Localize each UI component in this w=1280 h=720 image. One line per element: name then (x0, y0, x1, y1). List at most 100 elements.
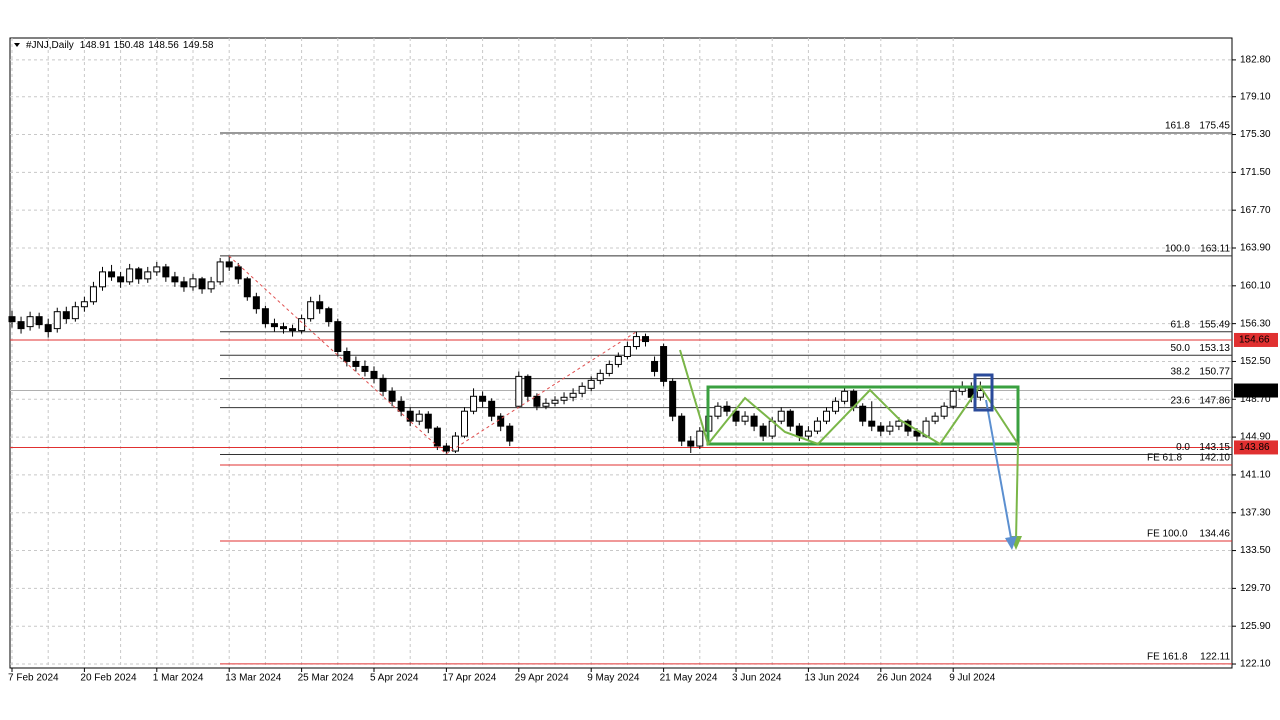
candle-body (243, 278, 251, 298)
candle-body (723, 405, 731, 412)
candle-body (189, 278, 197, 288)
candle-body (162, 266, 170, 278)
candle-body (605, 363, 613, 374)
y-tick-label: 160.10 (1240, 280, 1271, 291)
candle-body (623, 346, 631, 357)
target-line (1015, 443, 1019, 541)
candle-body (451, 435, 459, 452)
fe-name: FE 100.0 (1147, 529, 1188, 540)
x-tick-label: 29 Apr 2024 (515, 673, 569, 684)
candle-body (551, 399, 559, 404)
candle-body (397, 400, 405, 412)
last-close: 149.58 (183, 40, 214, 51)
y-tick-label: 167.70 (1240, 205, 1271, 216)
fib-price: 175.45 (1199, 121, 1230, 132)
candle-body (687, 440, 695, 447)
symbol: #JNJ,Daily (26, 40, 74, 51)
candle-body (931, 415, 939, 422)
candle-body (841, 390, 849, 402)
x-tick-label: 26 Jun 2024 (877, 673, 932, 684)
price-tag (1234, 332, 1278, 347)
x-tick-label: 13 Jun 2024 (804, 673, 859, 684)
candle-body (280, 326, 287, 330)
candle-body (352, 360, 360, 367)
candle-body (832, 400, 840, 412)
candle-body (343, 351, 351, 362)
candle-body (759, 425, 767, 437)
range-box (706, 385, 1020, 446)
fib-ratio: 161.8 (1165, 121, 1190, 132)
x-tick-label: 13 Mar 2024 (225, 673, 282, 684)
fib-ratio: 61.8 (1171, 319, 1191, 330)
candle-body (298, 318, 306, 332)
x-tick-label: 17 Apr 2024 (442, 673, 496, 684)
fib-price: 143.15 (1199, 442, 1230, 453)
trend-drawing (228, 255, 637, 455)
candle-body (877, 425, 885, 432)
x-tick-label: 1 Mar 2024 (153, 673, 204, 684)
x-tick-label: 7 Feb 2024 (8, 673, 59, 684)
fib-price: 163.11 (1200, 244, 1230, 255)
candle-body (940, 405, 948, 417)
y-tick-label: 163.90 (1240, 243, 1271, 254)
candle-body (895, 420, 903, 427)
last-low: 148.56 (148, 40, 179, 51)
candle-body (171, 276, 179, 283)
candle-body (334, 321, 342, 353)
candle-body (714, 405, 722, 417)
candle-body (80, 301, 88, 308)
y-tick-label: 175.30 (1240, 129, 1271, 140)
x-tick-label: 20 Feb 2024 (80, 673, 137, 684)
y-tick-label: 141.10 (1240, 470, 1271, 481)
candle-body (234, 266, 242, 280)
candle-body (669, 380, 677, 417)
fib-ratio: 23.6 (1171, 395, 1191, 406)
candle-body (632, 336, 640, 348)
candle-body (732, 410, 740, 422)
candle-body (424, 413, 432, 429)
candle-body (71, 306, 79, 320)
y-tick-label: 171.50 (1240, 167, 1271, 178)
candle-body (524, 375, 532, 397)
candle-body (949, 390, 957, 407)
candle-body (678, 415, 686, 442)
fib-price: 147.86 (1199, 395, 1230, 406)
candle-body (488, 400, 496, 417)
levels-layer (10, 132, 1232, 665)
fib-ratio: 38.2 (1171, 366, 1191, 377)
price-tag-label: 149.58 (1239, 385, 1270, 396)
candle-body (868, 420, 876, 427)
y-tick-label: 129.70 (1240, 583, 1271, 594)
y-tick-label: 179.10 (1240, 91, 1271, 102)
zigzag-drawing (679, 349, 1019, 447)
labels-layer: 182.80 179.10 175.30 171.50 167.70 163.90 160.… (8, 55, 1278, 684)
x-tick-label: 9 May 2024 (587, 673, 640, 684)
candle-body (216, 261, 224, 283)
candle-body (17, 321, 25, 330)
breakout-box (973, 373, 994, 412)
candle-body (144, 271, 152, 280)
candle-body (406, 410, 414, 422)
candle-body (89, 286, 97, 303)
candle-body (741, 415, 749, 422)
candle-body (35, 316, 43, 326)
candle-body (153, 266, 161, 273)
candle-body (569, 392, 577, 398)
candle-body (289, 328, 297, 332)
candles-layer (8, 255, 984, 455)
candle-body (325, 308, 333, 323)
x-tick-label: 3 Jun 2024 (732, 673, 782, 684)
candle-body (53, 311, 61, 330)
x-tick-label: 21 May 2024 (660, 673, 718, 684)
y-tick-label: 152.50 (1240, 356, 1271, 367)
y-tick-label: 182.80 (1240, 55, 1271, 66)
candle-body (388, 390, 396, 402)
candle-body (515, 375, 523, 407)
candle-body (795, 425, 803, 437)
y-tick-label: 125.90 (1240, 621, 1271, 632)
y-tick-label: 144.90 (1240, 432, 1271, 443)
candle-body (976, 390, 984, 398)
forecast-arrow (985, 399, 1012, 539)
